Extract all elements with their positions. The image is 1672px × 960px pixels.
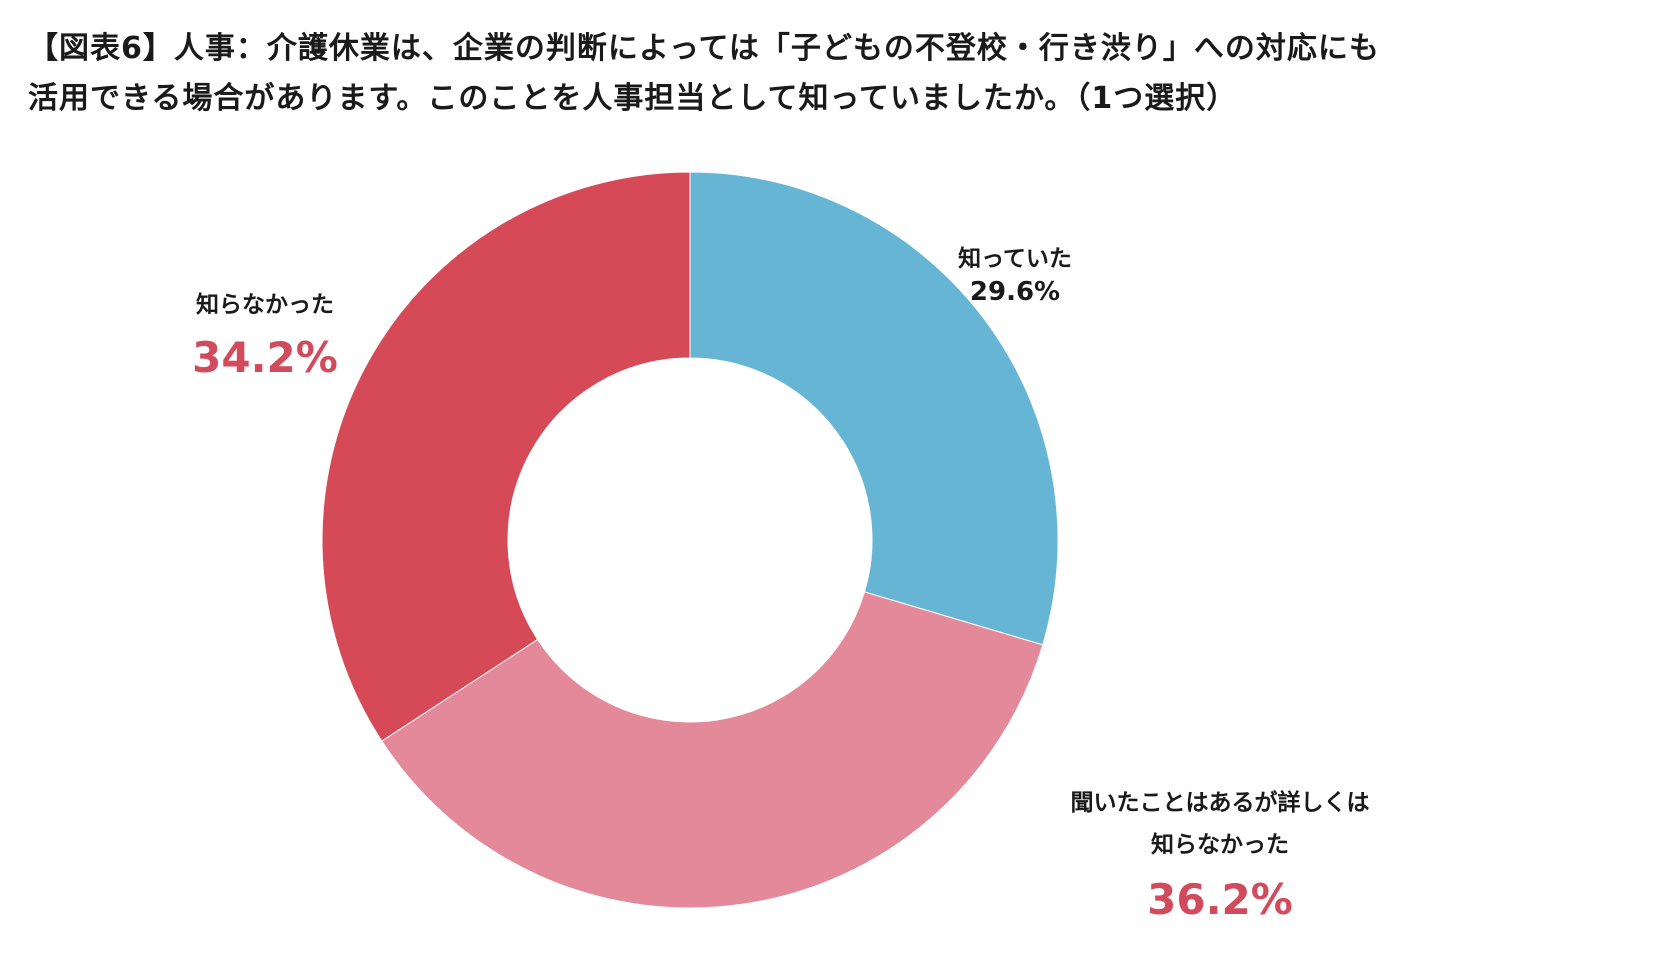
chart-title-line-2: 活用できる場合があります。このことを人事担当として知っていましたか。（1つ選択）	[28, 81, 1238, 116]
chart-title: 【図表6】人事：介護休業は、企業の判断によっては「子どもの不登校・行き渋り」への…	[28, 24, 1648, 124]
slice-label-2-line-0: 知らなかった	[196, 291, 334, 318]
donut-slice-0	[689, 171, 1059, 646]
donut-slice-1	[381, 591, 1044, 909]
slice-value-0: 29.6%	[970, 277, 1060, 307]
slice-value-2: 34.2%	[192, 333, 338, 382]
donut-slice-2	[321, 171, 691, 742]
slice-label-group-2: 知らなかった 34.2%	[192, 291, 338, 382]
slice-value-1: 36.2%	[1147, 875, 1293, 924]
slice-label-group-0: 知っていた 29.6%	[958, 245, 1072, 307]
slice-label-1-line-0: 聞いたことはあるが詳しくは	[1071, 789, 1370, 816]
slice-label-1-line-1: 知らなかった	[1151, 831, 1289, 858]
slice-label-0-line-0: 知っていた	[958, 245, 1072, 272]
donut-slices	[321, 171, 1059, 909]
chart-title-line-1: 【図表6】人事：介護休業は、企業の判断によっては「子どもの不登校・行き渋り」への…	[28, 31, 1380, 66]
